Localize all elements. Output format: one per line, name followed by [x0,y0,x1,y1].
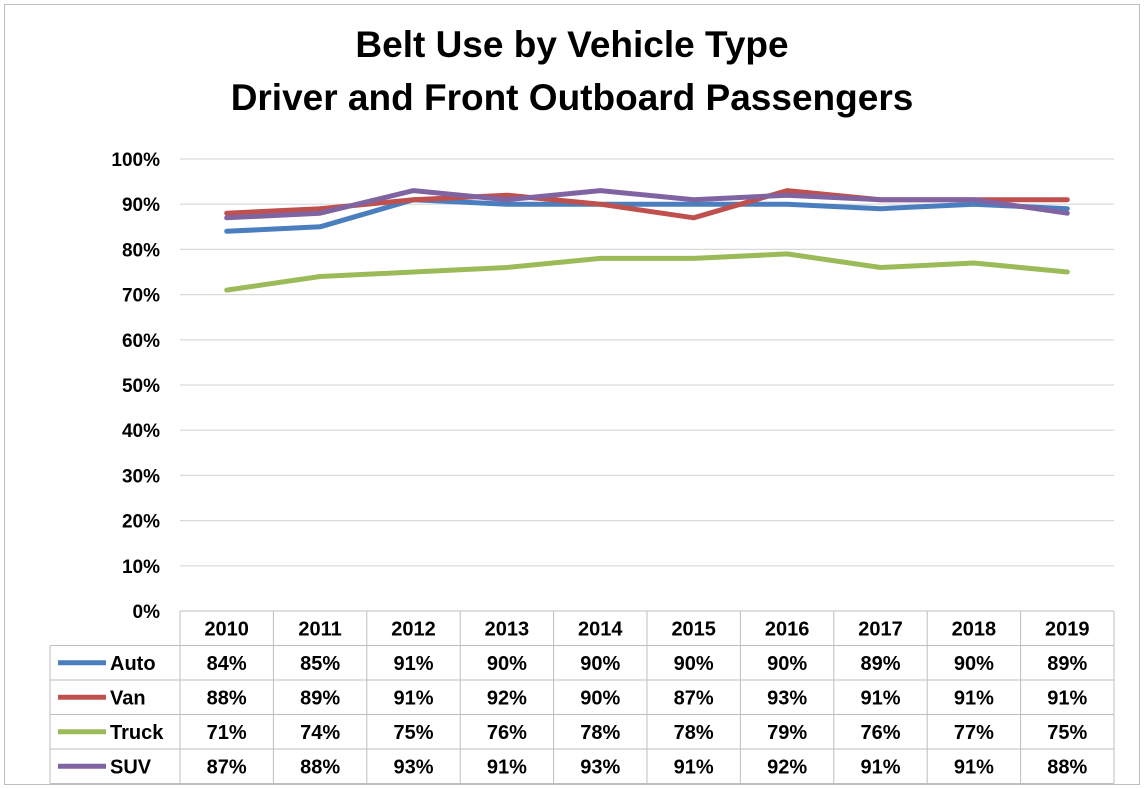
series-line-truck [224,251,1070,293]
data-label: 93% [767,687,807,709]
data-label: 90% [580,653,620,675]
y-tick-label: 100% [111,150,160,171]
data-label: 84% [207,653,247,675]
data-label: 75% [1047,722,1087,744]
data-label: 91% [393,653,433,675]
data-label: 93% [580,756,620,778]
data-label: 76% [860,722,900,744]
data-label: 85% [300,653,340,675]
data-label: 77% [954,722,994,744]
x-tick-label: 2013 [485,618,530,640]
data-label: 91% [860,687,900,709]
data-label: 79% [767,722,807,744]
data-label: 75% [393,722,433,744]
data-label: 92% [767,756,807,778]
legend-label-suv: SUV [110,756,152,778]
x-tick-label: 2016 [765,618,810,640]
data-label: 88% [207,687,247,709]
y-tick-label: 90% [122,195,160,216]
data-label: 89% [860,653,900,675]
series-line-auto [224,197,1070,234]
x-tick-label: 2010 [204,618,249,640]
data-label: 90% [767,653,807,675]
y-tick-label: 10% [122,557,160,578]
data-label: 91% [954,756,994,778]
legend-label-auto: Auto [110,653,156,675]
data-label: 76% [487,722,527,744]
data-label: 91% [487,756,527,778]
data-label: 90% [487,653,527,675]
y-tick-label: 20% [122,512,160,533]
y-tick-label: 80% [122,240,160,261]
data-label: 78% [674,722,714,744]
data-label: 87% [674,687,714,709]
data-label: 88% [1047,756,1087,778]
data-label: 89% [300,687,340,709]
x-tick-label: 2019 [1045,618,1090,640]
data-label: 90% [954,653,994,675]
data-label: 93% [393,756,433,778]
y-tick-label: 40% [122,421,160,442]
legend-label-truck: Truck [110,722,164,744]
y-tick-label: 30% [122,466,160,487]
data-label: 74% [300,722,340,744]
data-label: 91% [954,687,994,709]
series-line-suv [224,188,1070,221]
y-tick-label: 50% [122,376,160,397]
data-label: 91% [393,687,433,709]
x-tick-label: 2014 [578,618,623,640]
data-label: 91% [674,756,714,778]
legend-label-van: Van [110,687,146,709]
data-label: 90% [674,653,714,675]
data-label: 90% [580,687,620,709]
y-tick-label: 0% [133,602,161,623]
data-label: 89% [1047,653,1087,675]
y-tick-label: 70% [122,286,160,307]
x-tick-label: 2011 [298,618,341,640]
x-tick-label: 2018 [952,618,997,640]
x-tick-label: 2015 [671,618,716,640]
data-label: 88% [300,756,340,778]
chart-title: Belt Use by Vehicle Type [355,24,789,65]
y-tick-label: 60% [122,331,160,352]
data-label: 92% [487,687,527,709]
data-label: 91% [860,756,900,778]
data-label: 91% [1047,687,1087,709]
data-label: 78% [580,722,620,744]
chart-subtitle: Driver and Front Outboard Passengers [230,77,914,118]
x-tick-label: 2012 [391,618,436,640]
x-tick-label: 2017 [858,618,903,640]
data-label: 71% [207,722,247,744]
chart-frame [4,4,1140,785]
data-label: 87% [207,756,247,778]
